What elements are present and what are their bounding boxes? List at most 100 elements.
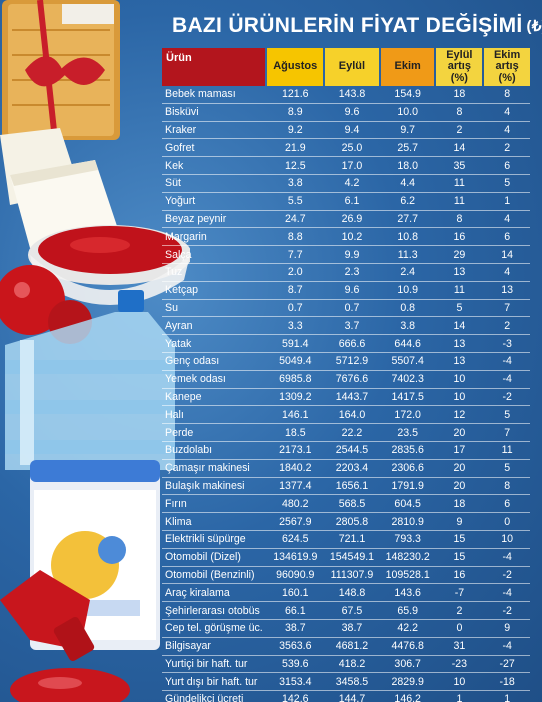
september-price: 3458.5 bbox=[335, 675, 369, 688]
august-price: 142.6 bbox=[282, 693, 309, 702]
table-row: Bisküvi 8.9 9.6 10.0 8 4 bbox=[162, 104, 530, 122]
table-row: Fırın 480.2 568.5 604.5 18 6 bbox=[162, 495, 530, 514]
september-change: 0 bbox=[456, 622, 463, 635]
october-change: 7 bbox=[504, 426, 511, 439]
august-price: 160.1 bbox=[282, 586, 309, 599]
table-row: Genç odası 5049.4 5712.9 5507.4 13 -4 bbox=[162, 353, 530, 371]
table-row: Yatak 591.4 666.6 644.6 13 -3 bbox=[162, 335, 530, 353]
table-row: Ketçap 8.7 9.6 10.9 11 13 bbox=[162, 282, 530, 300]
august-price: 121.6 bbox=[282, 88, 309, 101]
august-price: 3563.6 bbox=[279, 640, 312, 653]
october-price: 2829.9 bbox=[391, 675, 424, 688]
october-price: 146.2 bbox=[394, 693, 421, 702]
table-body: Bebek maması 121.6 143.8 154.9 18 8 Bisküvi 8.9… bbox=[162, 86, 530, 702]
product-name: Kraker bbox=[165, 123, 197, 136]
september-price: 4681.2 bbox=[335, 640, 369, 653]
product-name: Ketçap bbox=[165, 284, 198, 297]
title-text: BAZI ÜRÜNLERİN FİYAT DEĞİŞİMİ bbox=[172, 14, 523, 37]
october-price: 10.0 bbox=[397, 106, 418, 119]
september-price: 38.7 bbox=[341, 622, 363, 635]
october-price: 42.2 bbox=[397, 622, 418, 635]
september-price: 666.6 bbox=[338, 337, 366, 350]
biscuit-package-illustration bbox=[2, 0, 120, 141]
september-change: 11 bbox=[453, 284, 465, 297]
october-change: -3 bbox=[502, 337, 512, 350]
table-row: Kraker 9.2 9.4 9.7 2 4 bbox=[162, 122, 530, 140]
september-change: 29 bbox=[453, 248, 466, 261]
september-price: 5712.9 bbox=[335, 355, 369, 368]
september-price: 568.5 bbox=[338, 497, 366, 510]
august-price: 134619.9 bbox=[273, 551, 318, 564]
september-change: 2 bbox=[456, 604, 463, 617]
august-price: 3.8 bbox=[287, 177, 303, 190]
september-change: 31 bbox=[453, 640, 466, 653]
october-price: 143.6 bbox=[394, 586, 421, 599]
table-row: Kanepe 1309.2 1443.7 1417.5 10 -2 bbox=[162, 389, 530, 407]
tomato-illustration bbox=[0, 265, 92, 344]
product-name: Otomobil (Benzinli) bbox=[165, 568, 255, 581]
october-price: 2810.9 bbox=[391, 515, 424, 528]
october-change: 1 bbox=[504, 693, 511, 702]
september-price: 6.1 bbox=[344, 195, 360, 208]
october-price: 109528.1 bbox=[385, 568, 430, 581]
august-price: 2173.1 bbox=[279, 444, 312, 457]
september-change: 8 bbox=[456, 212, 463, 225]
september-price: 2.3 bbox=[344, 266, 360, 279]
october-price: 148230.2 bbox=[385, 551, 430, 564]
product-name: Yemek odası bbox=[165, 373, 226, 386]
september-price: 17.0 bbox=[341, 159, 363, 172]
october-change: 10 bbox=[501, 533, 514, 546]
august-price: 1840.2 bbox=[279, 462, 312, 475]
table-row: Yurt dışı bir haft. tur 3153.4 3458.5 2829.… bbox=[162, 673, 530, 692]
september-price: 0.7 bbox=[344, 301, 360, 314]
september-price: 9.4 bbox=[344, 123, 360, 136]
august-price: 1377.4 bbox=[279, 479, 312, 492]
september-change: 8 bbox=[456, 106, 463, 119]
october-price: 604.5 bbox=[394, 497, 421, 510]
table-row: Su 0.7 0.7 0.8 5 7 bbox=[162, 300, 530, 318]
august-price: 591.4 bbox=[282, 337, 309, 350]
september-change: 10 bbox=[453, 373, 466, 386]
october-change: 8 bbox=[504, 479, 511, 492]
september-change: 20 bbox=[453, 426, 466, 439]
august-price: 12.5 bbox=[284, 159, 306, 172]
october-change: 5 bbox=[504, 408, 511, 421]
september-price: 154549.1 bbox=[329, 551, 375, 564]
product-name: Bilgisayar bbox=[165, 640, 211, 653]
september-change: 9 bbox=[456, 515, 463, 528]
october-price: 2.4 bbox=[400, 266, 416, 279]
product-name: Halı bbox=[165, 408, 184, 421]
product-name: Otomobil (Dizel) bbox=[165, 551, 241, 564]
october-change: 7 bbox=[504, 301, 511, 314]
product-name: Araç kiralama bbox=[165, 586, 230, 599]
header-september-change: Eylül artış (%) bbox=[436, 48, 483, 86]
august-price: 5.5 bbox=[287, 195, 303, 208]
october-change: 5 bbox=[504, 177, 511, 190]
october-change: 4 bbox=[504, 212, 511, 225]
table-row: Yoğurt 5.5 6.1 6.2 11 1 bbox=[162, 193, 530, 211]
header-october: Ekim bbox=[380, 48, 435, 86]
product-name: Şehirlerarası otobüs bbox=[165, 604, 260, 617]
product-name: Fırın bbox=[165, 497, 187, 510]
product-name: Buzdolabı bbox=[165, 444, 213, 457]
september-price: 3.7 bbox=[344, 319, 360, 332]
october-change: 9 bbox=[504, 622, 511, 635]
october-change: 6 bbox=[504, 230, 511, 243]
october-price: 3.8 bbox=[400, 319, 416, 332]
september-change: 11 bbox=[453, 177, 465, 190]
currency-label: (₺) bbox=[526, 18, 542, 36]
september-price: 1443.7 bbox=[335, 390, 369, 403]
table-row: Bilgisayar 3563.6 4681.2 4476.8 31 -4 bbox=[162, 638, 530, 656]
table-row: Çamaşır makinesi 1840.2 2203.4 2306.6 20 5 bbox=[162, 460, 530, 478]
august-price: 18.5 bbox=[284, 426, 306, 439]
product-name: Perde bbox=[165, 426, 194, 439]
product-name: Kanepe bbox=[165, 390, 202, 403]
september-change: 14 bbox=[453, 319, 466, 332]
october-change: -4 bbox=[502, 373, 512, 386]
october-price: 2835.6 bbox=[391, 444, 424, 457]
october-price: 5507.4 bbox=[391, 355, 424, 368]
water-bottle-illustration bbox=[5, 290, 175, 470]
october-price: 172.0 bbox=[394, 408, 421, 421]
september-change: 1 bbox=[456, 693, 463, 702]
